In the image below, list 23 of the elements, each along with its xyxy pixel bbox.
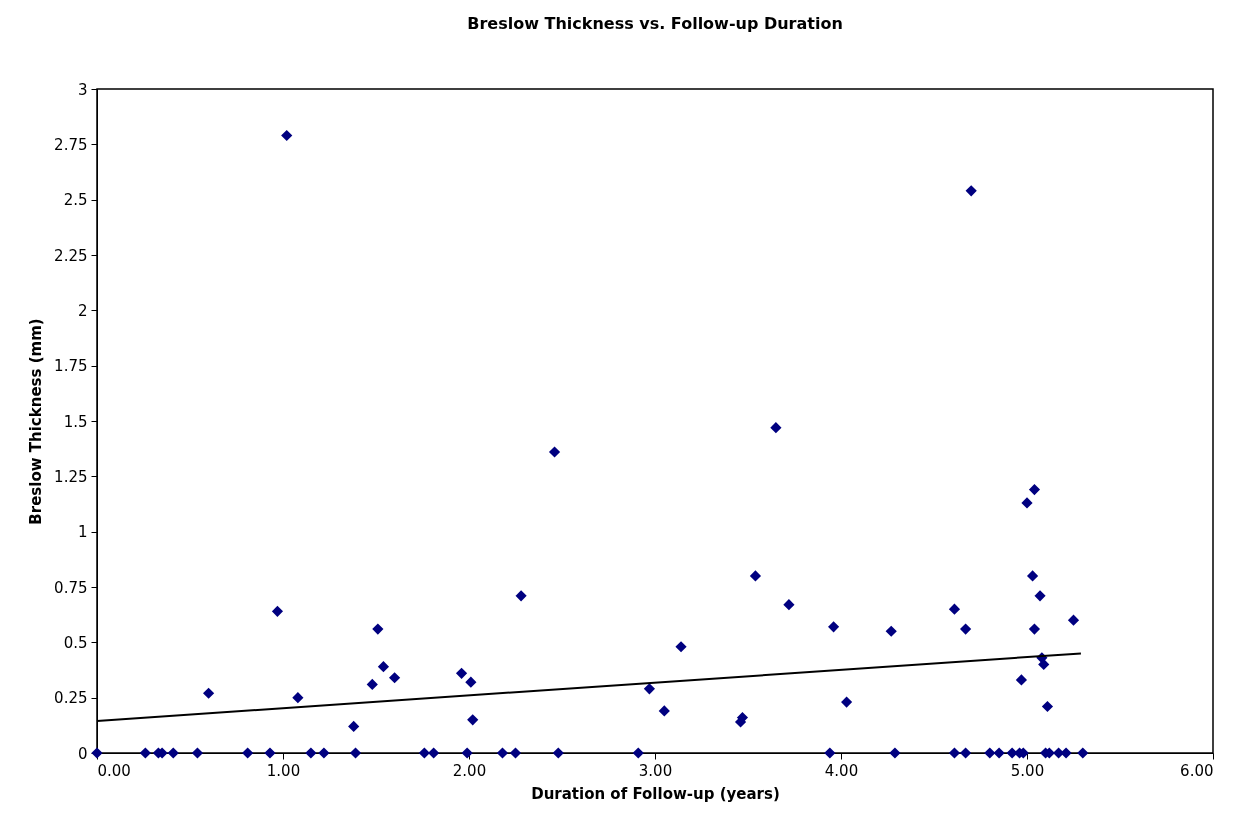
x-tick-label: 5.00 — [1010, 761, 1045, 780]
y-tick-label: 1.25 — [54, 467, 88, 486]
y-axis-title: Breslow Thickness (mm) — [27, 318, 46, 525]
x-tick-label: 1.00 — [266, 761, 301, 780]
x-tick-label: 0.00 — [97, 761, 131, 780]
y-tick-label: 0.25 — [54, 689, 88, 708]
x-axis-title: Duration of Follow-up (years) — [531, 784, 780, 803]
y-tick-label: 2.5 — [63, 191, 88, 210]
chart-title: Breslow Thickness vs. Follow-up Duration — [467, 14, 843, 33]
y-tick-label: 1.5 — [63, 412, 88, 431]
y-tick-label: 0.75 — [54, 578, 88, 597]
x-tick-label: 2.00 — [452, 761, 487, 780]
y-tick-label: 2 — [77, 301, 88, 320]
y-tick-label: 2.75 — [54, 135, 88, 154]
y-tick-label: 1.75 — [54, 357, 88, 376]
x-tick-label: 4.00 — [824, 761, 859, 780]
y-tick-label: 2.25 — [54, 246, 88, 265]
y-tick-label: 3 — [77, 80, 88, 99]
y-tick-label: 1 — [77, 523, 88, 542]
y-tick-label: 0 — [77, 744, 88, 763]
y-tick-label: 0.5 — [63, 633, 88, 652]
x-tick-label: 6.00 — [1180, 761, 1214, 780]
x-tick-label: 3.00 — [638, 761, 673, 780]
